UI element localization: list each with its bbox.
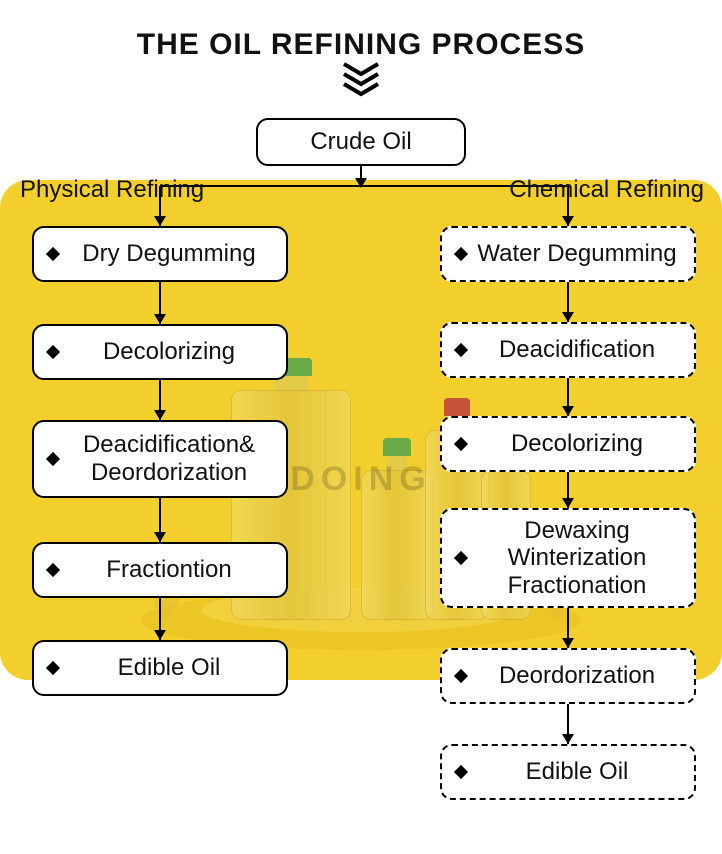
chevron-down-icon	[340, 68, 382, 98]
bullet-icon	[454, 437, 468, 451]
node-label: Decolorizing	[103, 338, 235, 366]
page-title: THE OIL REFINING PROCESS	[0, 28, 722, 62]
node-label: Deordorization	[499, 662, 655, 690]
node-label: Deacidification	[499, 336, 655, 364]
process-node: Fractiontion	[32, 542, 288, 598]
process-node: Deacidification	[440, 322, 696, 378]
process-node: Deacidification& Deordorization	[32, 420, 288, 498]
bullet-icon	[46, 345, 60, 359]
bullet-icon	[46, 661, 60, 675]
bullet-icon	[454, 765, 468, 779]
process-node: Dewaxing Winterization Fractionation	[440, 508, 696, 608]
process-node: Edible Oil	[440, 744, 696, 800]
bullet-icon	[454, 343, 468, 357]
label-chemical-refining: Chemical Refining	[509, 176, 704, 204]
process-node: Decolorizing	[440, 416, 696, 472]
bullet-icon	[46, 247, 60, 261]
bullet-icon	[454, 551, 468, 565]
node-label: Edible Oil	[118, 654, 221, 682]
process-node: Decolorizing	[32, 324, 288, 380]
node-label: Decolorizing	[511, 430, 643, 458]
bullet-icon	[454, 669, 468, 683]
node-label: Deacidification& Deordorization	[83, 431, 255, 486]
node-label: Dry Degumming	[82, 240, 255, 268]
label-physical-refining: Physical Refining	[20, 176, 204, 204]
node-label: Dewaxing Winterization Fractionation	[508, 517, 647, 600]
node-label: Fractiontion	[106, 556, 231, 584]
bullet-icon	[46, 452, 60, 466]
bullet-icon	[454, 247, 468, 261]
process-node: Dry Degumming	[32, 226, 288, 282]
node-label: Edible Oil	[526, 758, 629, 786]
bullet-icon	[46, 563, 60, 577]
process-node: Deordorization	[440, 648, 696, 704]
node-label: Water Degumming	[477, 240, 676, 268]
process-node: Edible Oil	[32, 640, 288, 696]
node-crude-oil: Crude Oil	[256, 118, 466, 166]
process-node: Water Degumming	[440, 226, 696, 282]
node-label: Crude Oil	[310, 128, 411, 156]
